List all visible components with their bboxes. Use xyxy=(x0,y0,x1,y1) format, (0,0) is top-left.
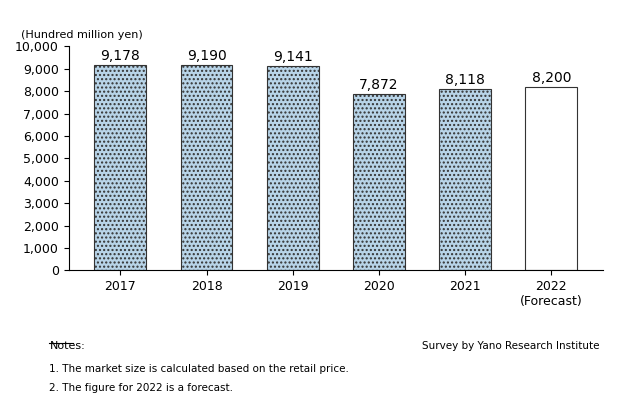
Text: 8,200: 8,200 xyxy=(531,71,571,85)
Text: 9,178: 9,178 xyxy=(101,49,140,63)
Text: Notes:: Notes: xyxy=(49,341,85,351)
Bar xyxy=(439,88,491,270)
Text: 9,141: 9,141 xyxy=(273,50,313,64)
Text: 7,872: 7,872 xyxy=(359,78,399,93)
Bar xyxy=(180,65,232,270)
Text: Survey by Yano Research Institute: Survey by Yano Research Institute xyxy=(422,341,599,351)
Text: 8,118: 8,118 xyxy=(445,73,485,87)
Text: 9,190: 9,190 xyxy=(187,49,226,63)
Bar xyxy=(95,65,146,270)
Bar xyxy=(353,94,405,270)
Text: 2. The figure for 2022 is a forecast.: 2. The figure for 2022 is a forecast. xyxy=(49,383,234,393)
Text: 1. The market size is calculated based on the retail price.: 1. The market size is calculated based o… xyxy=(49,364,349,374)
Bar xyxy=(267,66,318,270)
Text: (Hundred million yen): (Hundred million yen) xyxy=(20,30,142,40)
Bar xyxy=(525,87,577,270)
